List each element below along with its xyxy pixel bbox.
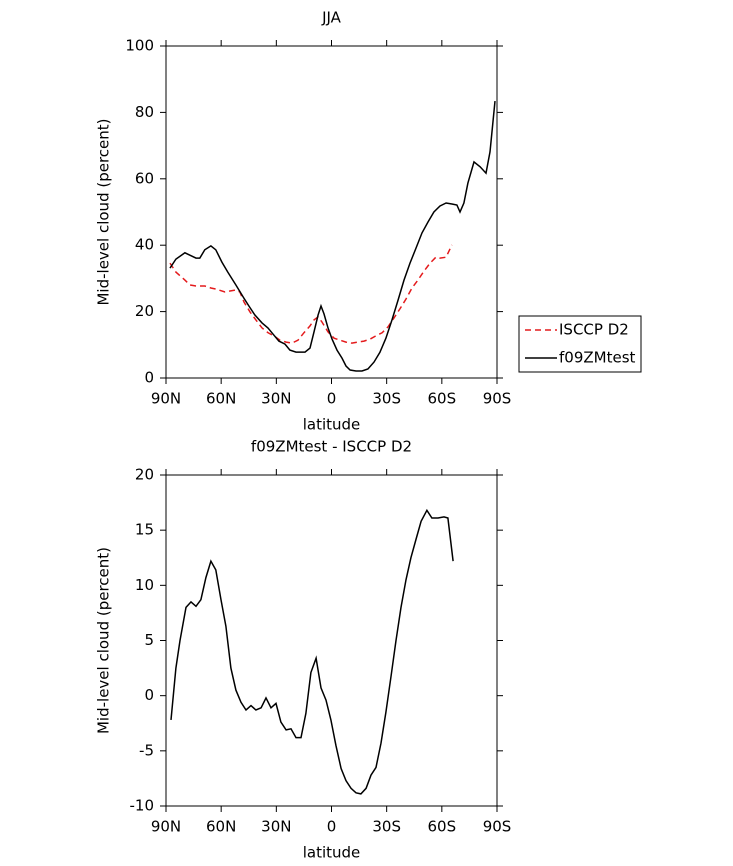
x-tick-label: 90N	[151, 390, 181, 408]
x-axis-label: latitude	[303, 416, 361, 434]
y-axis-label: Mid-level cloud (percent)	[95, 547, 113, 734]
x-tick-label: 90N	[151, 818, 181, 836]
y-tick-label: 100	[125, 37, 154, 55]
plot-frame	[165, 474, 498, 807]
x-tick-label: 60S	[428, 390, 457, 408]
x-tick-label: 60S	[428, 818, 457, 836]
legend-label: f09ZMtest	[559, 349, 636, 367]
chart-title: f09ZMtest - ISCCP D2	[251, 438, 412, 456]
x-tick-label: 90S	[483, 390, 512, 408]
legend-label: ISCCP D2	[559, 321, 629, 339]
x-tick-label: 60N	[206, 818, 236, 836]
chart-title: JJA	[321, 9, 342, 27]
y-tick-label: 80	[135, 103, 154, 121]
y-tick-label: 20	[135, 302, 154, 320]
y-axis-label: Mid-level cloud (percent)	[95, 118, 113, 305]
y-tick-label: 15	[135, 521, 154, 539]
y-tick-label: 20	[135, 466, 154, 484]
y-tick-label: 0	[144, 686, 154, 704]
y-tick-label: 60	[135, 169, 154, 187]
x-tick-label: 0	[327, 818, 337, 836]
x-tick-label: 30N	[261, 818, 291, 836]
y-tick-label: 40	[135, 236, 154, 254]
x-axis-label: latitude	[303, 844, 361, 862]
legend-box	[518, 315, 642, 373]
y-tick-label: 10	[135, 576, 154, 594]
data-line	[169, 101, 496, 372]
data-line	[169, 244, 453, 344]
x-tick-label: 30S	[372, 818, 401, 836]
x-tick-label: 30N	[261, 390, 291, 408]
x-tick-label: 60N	[206, 390, 236, 408]
x-tick-label: 30S	[372, 390, 401, 408]
data-line	[170, 508, 454, 795]
y-tick-label: 5	[144, 631, 154, 649]
y-tick-label: -5	[139, 741, 154, 759]
y-tick-label: -10	[130, 797, 155, 815]
y-tick-label: 0	[144, 369, 154, 387]
x-tick-label: 90S	[483, 818, 512, 836]
x-tick-label: 0	[327, 390, 337, 408]
plot-frame	[165, 45, 498, 379]
